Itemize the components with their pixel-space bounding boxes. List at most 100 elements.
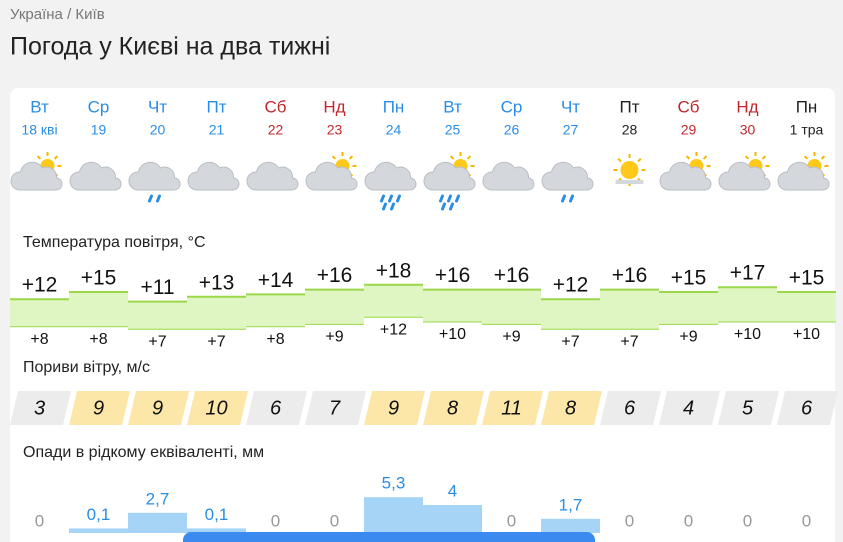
icon-cloud	[246, 161, 299, 191]
floating-button[interactable]	[183, 532, 595, 542]
temperature-min: +7	[148, 333, 166, 350]
wind-value: 7	[329, 397, 341, 419]
wind-value: 4	[683, 397, 694, 419]
temperature-min: +10	[734, 326, 761, 343]
day-date: 20	[150, 122, 166, 138]
icon-drop	[156, 194, 161, 203]
precip-value: 0	[684, 511, 693, 530]
icon-drop	[455, 194, 460, 203]
wind-value: 3	[34, 397, 45, 419]
icon-cloud	[423, 161, 476, 191]
icon-drop	[449, 202, 454, 211]
icon-ray	[53, 155, 59, 160]
precip-bar	[128, 512, 187, 533]
day-date: 18 кві	[21, 122, 57, 138]
day-of-week: Нд	[736, 97, 758, 116]
wind-value: 6	[270, 397, 282, 419]
wind-value: 11	[501, 397, 522, 419]
day-date: 21	[209, 122, 225, 138]
temperature-min: +7	[561, 333, 579, 350]
temperature-min: +12	[380, 321, 407, 338]
temperature-min: +9	[325, 329, 343, 346]
icon-ray	[744, 155, 750, 160]
icon-cloud	[541, 161, 594, 191]
day-date: 29	[681, 122, 697, 138]
temperature-min: +9	[679, 329, 697, 346]
separator: /	[63, 6, 76, 23]
precip-value: 0	[802, 511, 811, 530]
icon-sun	[620, 161, 639, 179]
icon-cloud	[718, 161, 771, 191]
icon-ray	[637, 157, 642, 163]
icon-drop	[569, 194, 574, 203]
day-date: 23	[327, 122, 343, 138]
day-of-week: Ср	[501, 97, 523, 116]
wind-value: 8	[447, 397, 458, 419]
wind-cell	[187, 391, 248, 425]
temperature-min: +9	[502, 329, 520, 346]
precip-bar	[423, 505, 482, 533]
wind-cell	[718, 391, 779, 425]
day-of-week: Вт	[30, 97, 49, 116]
precip-value: 4	[448, 481, 457, 500]
temperature-max: +14	[258, 269, 294, 292]
day-of-week: Пт	[619, 97, 639, 116]
breadcrumb-link[interactable]: Київ	[75, 6, 104, 23]
precip-value: 0	[625, 511, 634, 530]
temperature-max: +12	[22, 274, 58, 297]
temperature-band	[128, 301, 187, 330]
day-date: 27	[563, 122, 579, 138]
icon-cloud	[659, 161, 712, 191]
wind-cell	[777, 391, 838, 425]
day-of-week: Пт	[206, 97, 226, 116]
wind-cell	[305, 391, 366, 425]
precip-bar	[69, 528, 128, 533]
icon-ray	[617, 157, 622, 163]
icon-drop	[396, 194, 401, 203]
temperature-band	[718, 287, 777, 322]
wind-cell	[423, 391, 484, 425]
icon-cloud	[482, 161, 535, 191]
section-label: Пориви вітру, м/с	[23, 359, 150, 376]
icon-ray	[348, 155, 354, 160]
temperature-band	[364, 284, 423, 318]
day-date: 28	[622, 122, 638, 138]
temperature-band	[659, 292, 718, 325]
temperature-max: +15	[789, 267, 825, 290]
icon-cloud	[305, 161, 358, 191]
icon-ray	[685, 155, 691, 160]
day-date: 22	[268, 122, 284, 138]
temperature-band	[10, 299, 69, 327]
temperature-max: +15	[81, 267, 117, 290]
day-date: 1 тра	[790, 122, 824, 138]
temperature-max: +16	[494, 264, 530, 287]
day-of-week: Пн	[796, 97, 818, 116]
icon-drop	[439, 194, 444, 203]
day-date: 26	[504, 122, 520, 138]
wind-cell	[128, 391, 189, 425]
wind-cell	[364, 391, 425, 425]
day-of-week: Чт	[148, 97, 167, 116]
temperature-min: +8	[30, 331, 48, 348]
wind-value: 10	[205, 397, 227, 419]
breadcrumb-link[interactable]: Україна	[10, 6, 64, 23]
wind-value: 5	[742, 397, 754, 419]
temperature-min: +7	[620, 333, 638, 350]
wind-value: 8	[565, 397, 576, 419]
page-title: Погода у Києві на два тижні	[10, 33, 330, 61]
icon-cloud	[187, 161, 240, 191]
wind-value: 9	[93, 397, 104, 419]
icon-ray	[761, 155, 767, 160]
icon-cloud	[69, 161, 122, 191]
precip-value: 0	[507, 511, 516, 530]
wind-cell	[659, 391, 720, 425]
precip-value: 0	[35, 511, 44, 530]
icon-drop	[390, 202, 395, 211]
temperature-band	[541, 299, 600, 330]
precip-value: 0	[330, 511, 339, 530]
temperature-max: +12	[553, 274, 589, 297]
wind-cell	[600, 391, 661, 425]
wind-value: 9	[152, 397, 163, 419]
